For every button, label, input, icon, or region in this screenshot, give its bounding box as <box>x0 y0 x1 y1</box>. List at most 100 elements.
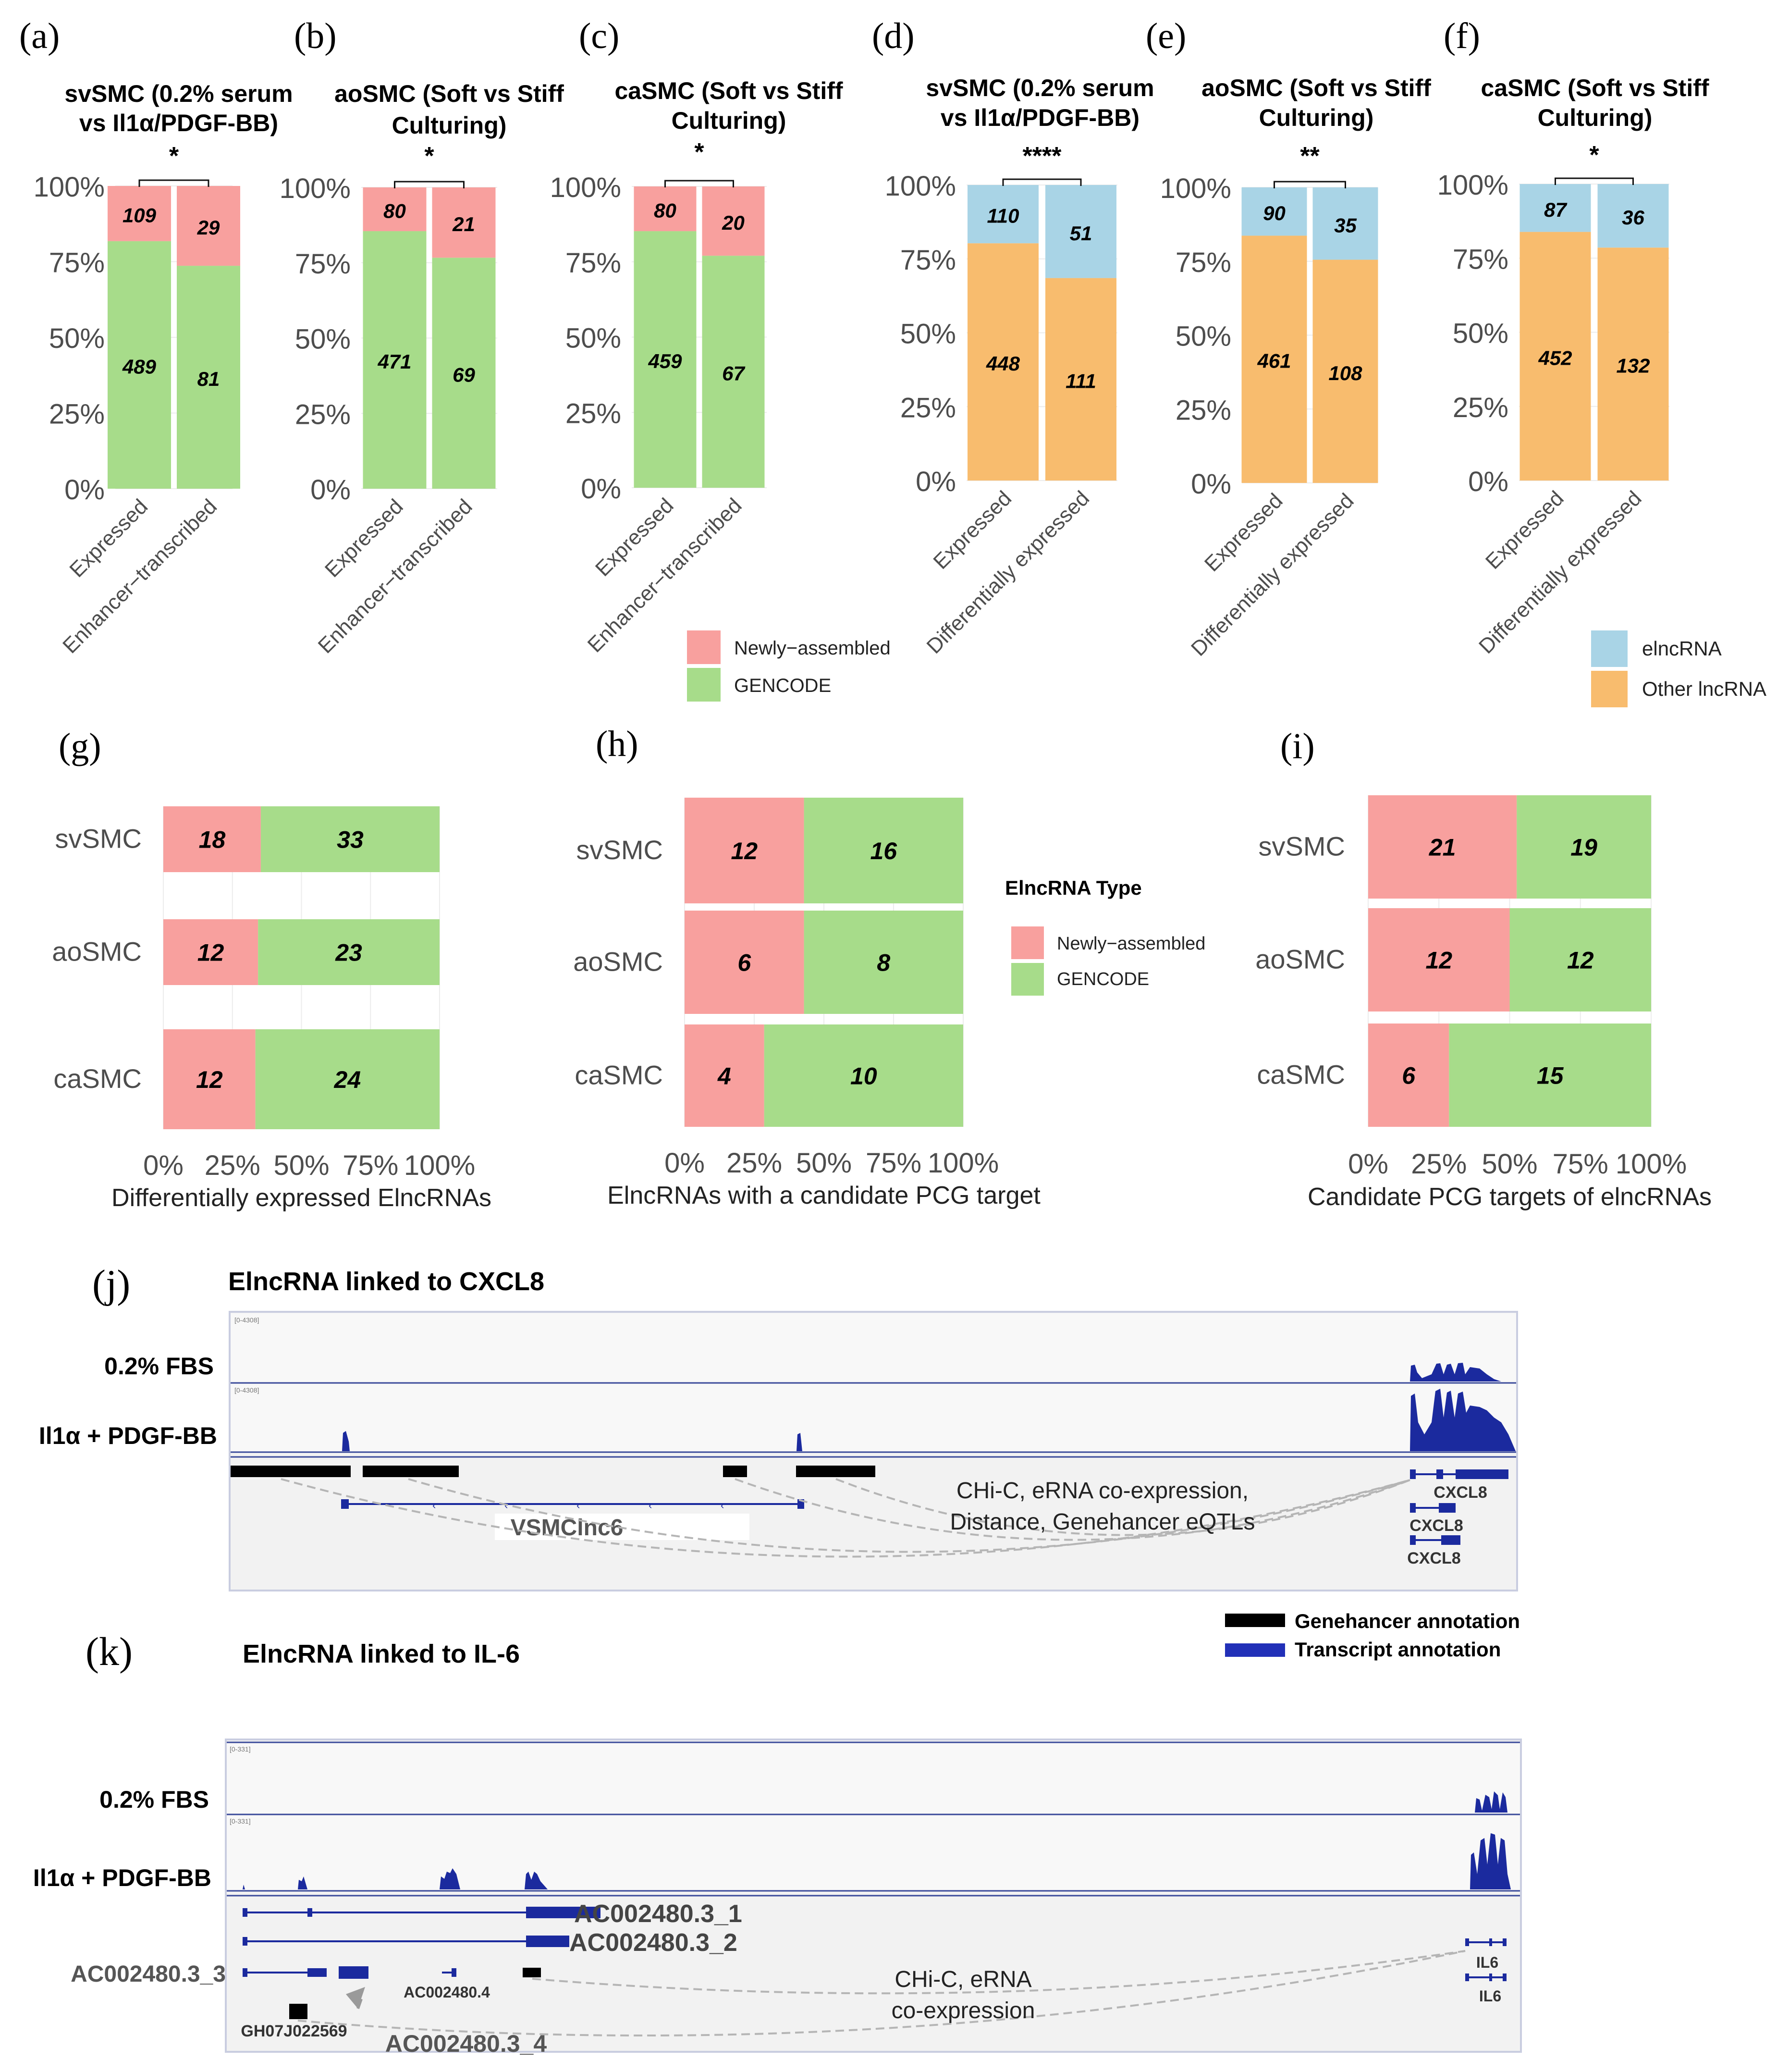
title-line-1: svSMC (0.2% serum <box>926 74 1154 101</box>
bar-segment <box>1449 1024 1651 1127</box>
title-line-1: caSMC (Soft vs Stiff <box>1481 74 1709 101</box>
legend-def: elncRNA Other lncRNA <box>1591 630 1766 707</box>
signal-peak-il1a <box>1410 1389 1516 1451</box>
data-label: 12 <box>197 939 224 966</box>
y-tick-label: 25% <box>1453 392 1508 423</box>
data-label: 69 <box>453 364 475 386</box>
y-tick-label: 0% <box>1468 466 1508 497</box>
data-label: 108 <box>1328 362 1362 384</box>
panel-label-f: (f) <box>1444 16 1480 56</box>
bar-segment <box>163 1029 256 1129</box>
evidence-line-2: co-expression <box>892 1998 1035 2023</box>
y-tick-label: caSMC <box>53 1063 142 1094</box>
legend-swatch-transcript <box>1225 1643 1285 1657</box>
y-tick-label: 100% <box>885 171 956 202</box>
bar-segment <box>1517 795 1651 899</box>
significance-bracket <box>664 180 734 187</box>
bar-segment <box>1241 235 1307 483</box>
evidence-line-1: CHi-C, eRNA co-expression, <box>956 1478 1249 1504</box>
data-label: 19 <box>1570 834 1597 861</box>
bar-segment <box>764 1024 963 1127</box>
evidence-line-1: CHi-C, eRNA <box>894 1967 1031 1992</box>
x-axis-label: Differentially expressed ElncRNAs <box>111 1184 491 1212</box>
y-tick-label: svSMC <box>576 835 663 865</box>
genehancer-label: GH07J022569 <box>241 2022 347 2040</box>
data-label: 87 <box>1544 198 1567 221</box>
transcript-label: AC002480.3_4 <box>385 2030 547 2057</box>
bar-segment <box>702 256 765 488</box>
data-label: 489 <box>122 355 157 378</box>
legend-swatch-gencode <box>687 668 721 702</box>
y-tick-label: aoSMC <box>573 947 663 977</box>
genehancer-region <box>363 1466 459 1477</box>
panel-k-title: ElncRNA linked to IL-6 <box>243 1640 520 1668</box>
significance-bracket <box>1555 177 1634 185</box>
track-label-il1a: Il1α + PDGF-BB <box>33 1864 211 1891</box>
y-tick-label: 50% <box>295 324 351 355</box>
data-label: 110 <box>987 205 1019 227</box>
transcript-ac002480-3-2: AC002480.3_2 <box>243 1929 737 1957</box>
y-tick-label: 25% <box>900 392 956 423</box>
track-scale-label: [0-4308] <box>234 1316 259 1324</box>
y-tick-label: 75% <box>49 247 105 279</box>
interaction-arcs <box>297 1950 1466 2037</box>
x-tick-label: 100% <box>1616 1148 1687 1180</box>
y-tick-label: 50% <box>1176 321 1231 352</box>
arrow-pointer-icon <box>346 1987 365 2009</box>
track-label-fbs: 0.2% FBS <box>104 1353 214 1380</box>
y-tick-label: 75% <box>900 245 956 276</box>
svg-text:‹: ‹ <box>576 1499 580 1511</box>
legend-label-transcript: Transcript annotation <box>1295 1638 1501 1661</box>
bar-segment <box>1597 184 1669 248</box>
gene-label-cxcl8: CXCL8 <box>1409 1517 1463 1535</box>
bar-segment <box>1519 184 1591 232</box>
data-label: 132 <box>1616 355 1650 377</box>
data-label: 109 <box>123 204 157 226</box>
panel-label-a: (a) <box>19 16 60 56</box>
x-tick-label: Differentially expressed <box>922 486 1094 658</box>
legend-label-gencode: GENCODE <box>1057 969 1149 989</box>
data-label: 6 <box>737 950 751 976</box>
bar-segment <box>1312 187 1378 260</box>
x-tick-label: 25% <box>1411 1148 1467 1180</box>
panel-c: (c) caSMC (Soft vs Stiff Culturing) 0% 25… <box>550 16 843 657</box>
legend-swatch-genehancer <box>1225 1614 1285 1627</box>
legend-swatch-newly-assembled <box>1011 926 1044 959</box>
y-tick-label: svSMC <box>1259 831 1345 862</box>
data-label: 80 <box>654 199 676 222</box>
x-tick-label: 50% <box>796 1147 852 1179</box>
significance-bracket <box>138 179 209 187</box>
bar-segment <box>1509 908 1651 1011</box>
horizontal-bar-plot-h: 0% 25% 50% 75% 100% 12 16 svSMC 6 8 aoSMC 4 10 caSMC E… <box>573 798 1041 1209</box>
data-label: 67 <box>722 362 745 385</box>
y-tick-label: aoSMC <box>1255 944 1345 974</box>
y-tick-label: 100% <box>550 172 621 203</box>
genehancer-region-gh07j022569 <box>289 2004 307 2019</box>
gene-label-cxcl8: CXCL8 <box>1434 1483 1487 1502</box>
significance-label: ** <box>1300 142 1320 170</box>
transcript-ac002480-3-1: AC002480.3_1 <box>243 1900 742 1928</box>
data-label: 448 <box>986 352 1020 375</box>
track-row-il1a <box>227 1814 1520 1891</box>
bar-segment <box>634 186 697 232</box>
data-label: 471 <box>377 350 411 373</box>
y-tick-label: 25% <box>565 398 621 429</box>
y-tick-label: 0% <box>916 466 956 497</box>
panel-b: (b) aoSMC (Soft vs Stiff Culturing) 0% 25… <box>280 16 564 658</box>
significance-label: * <box>169 142 179 170</box>
legend-label-elncrna: elncRNA <box>1642 637 1722 660</box>
y-tick-label: 25% <box>1176 395 1231 426</box>
title-line-2: Culturing) <box>1538 104 1653 131</box>
significance-bracket <box>394 181 465 188</box>
transcript-label: AC002480.3_1 <box>574 1900 742 1928</box>
x-tick-label: 75% <box>343 1150 398 1181</box>
bar-segment <box>1368 908 1510 1011</box>
legend-label-other-lncrna: Other lncRNA <box>1642 678 1766 700</box>
bar-segment <box>634 231 697 488</box>
y-tick-label: 50% <box>900 319 956 350</box>
x-tick-label: 25% <box>205 1150 260 1181</box>
y-tick-label: caSMC <box>575 1060 663 1090</box>
significance-label: * <box>424 142 434 170</box>
data-label: 90 <box>1263 202 1286 224</box>
signal-peak-small <box>243 1885 245 1889</box>
